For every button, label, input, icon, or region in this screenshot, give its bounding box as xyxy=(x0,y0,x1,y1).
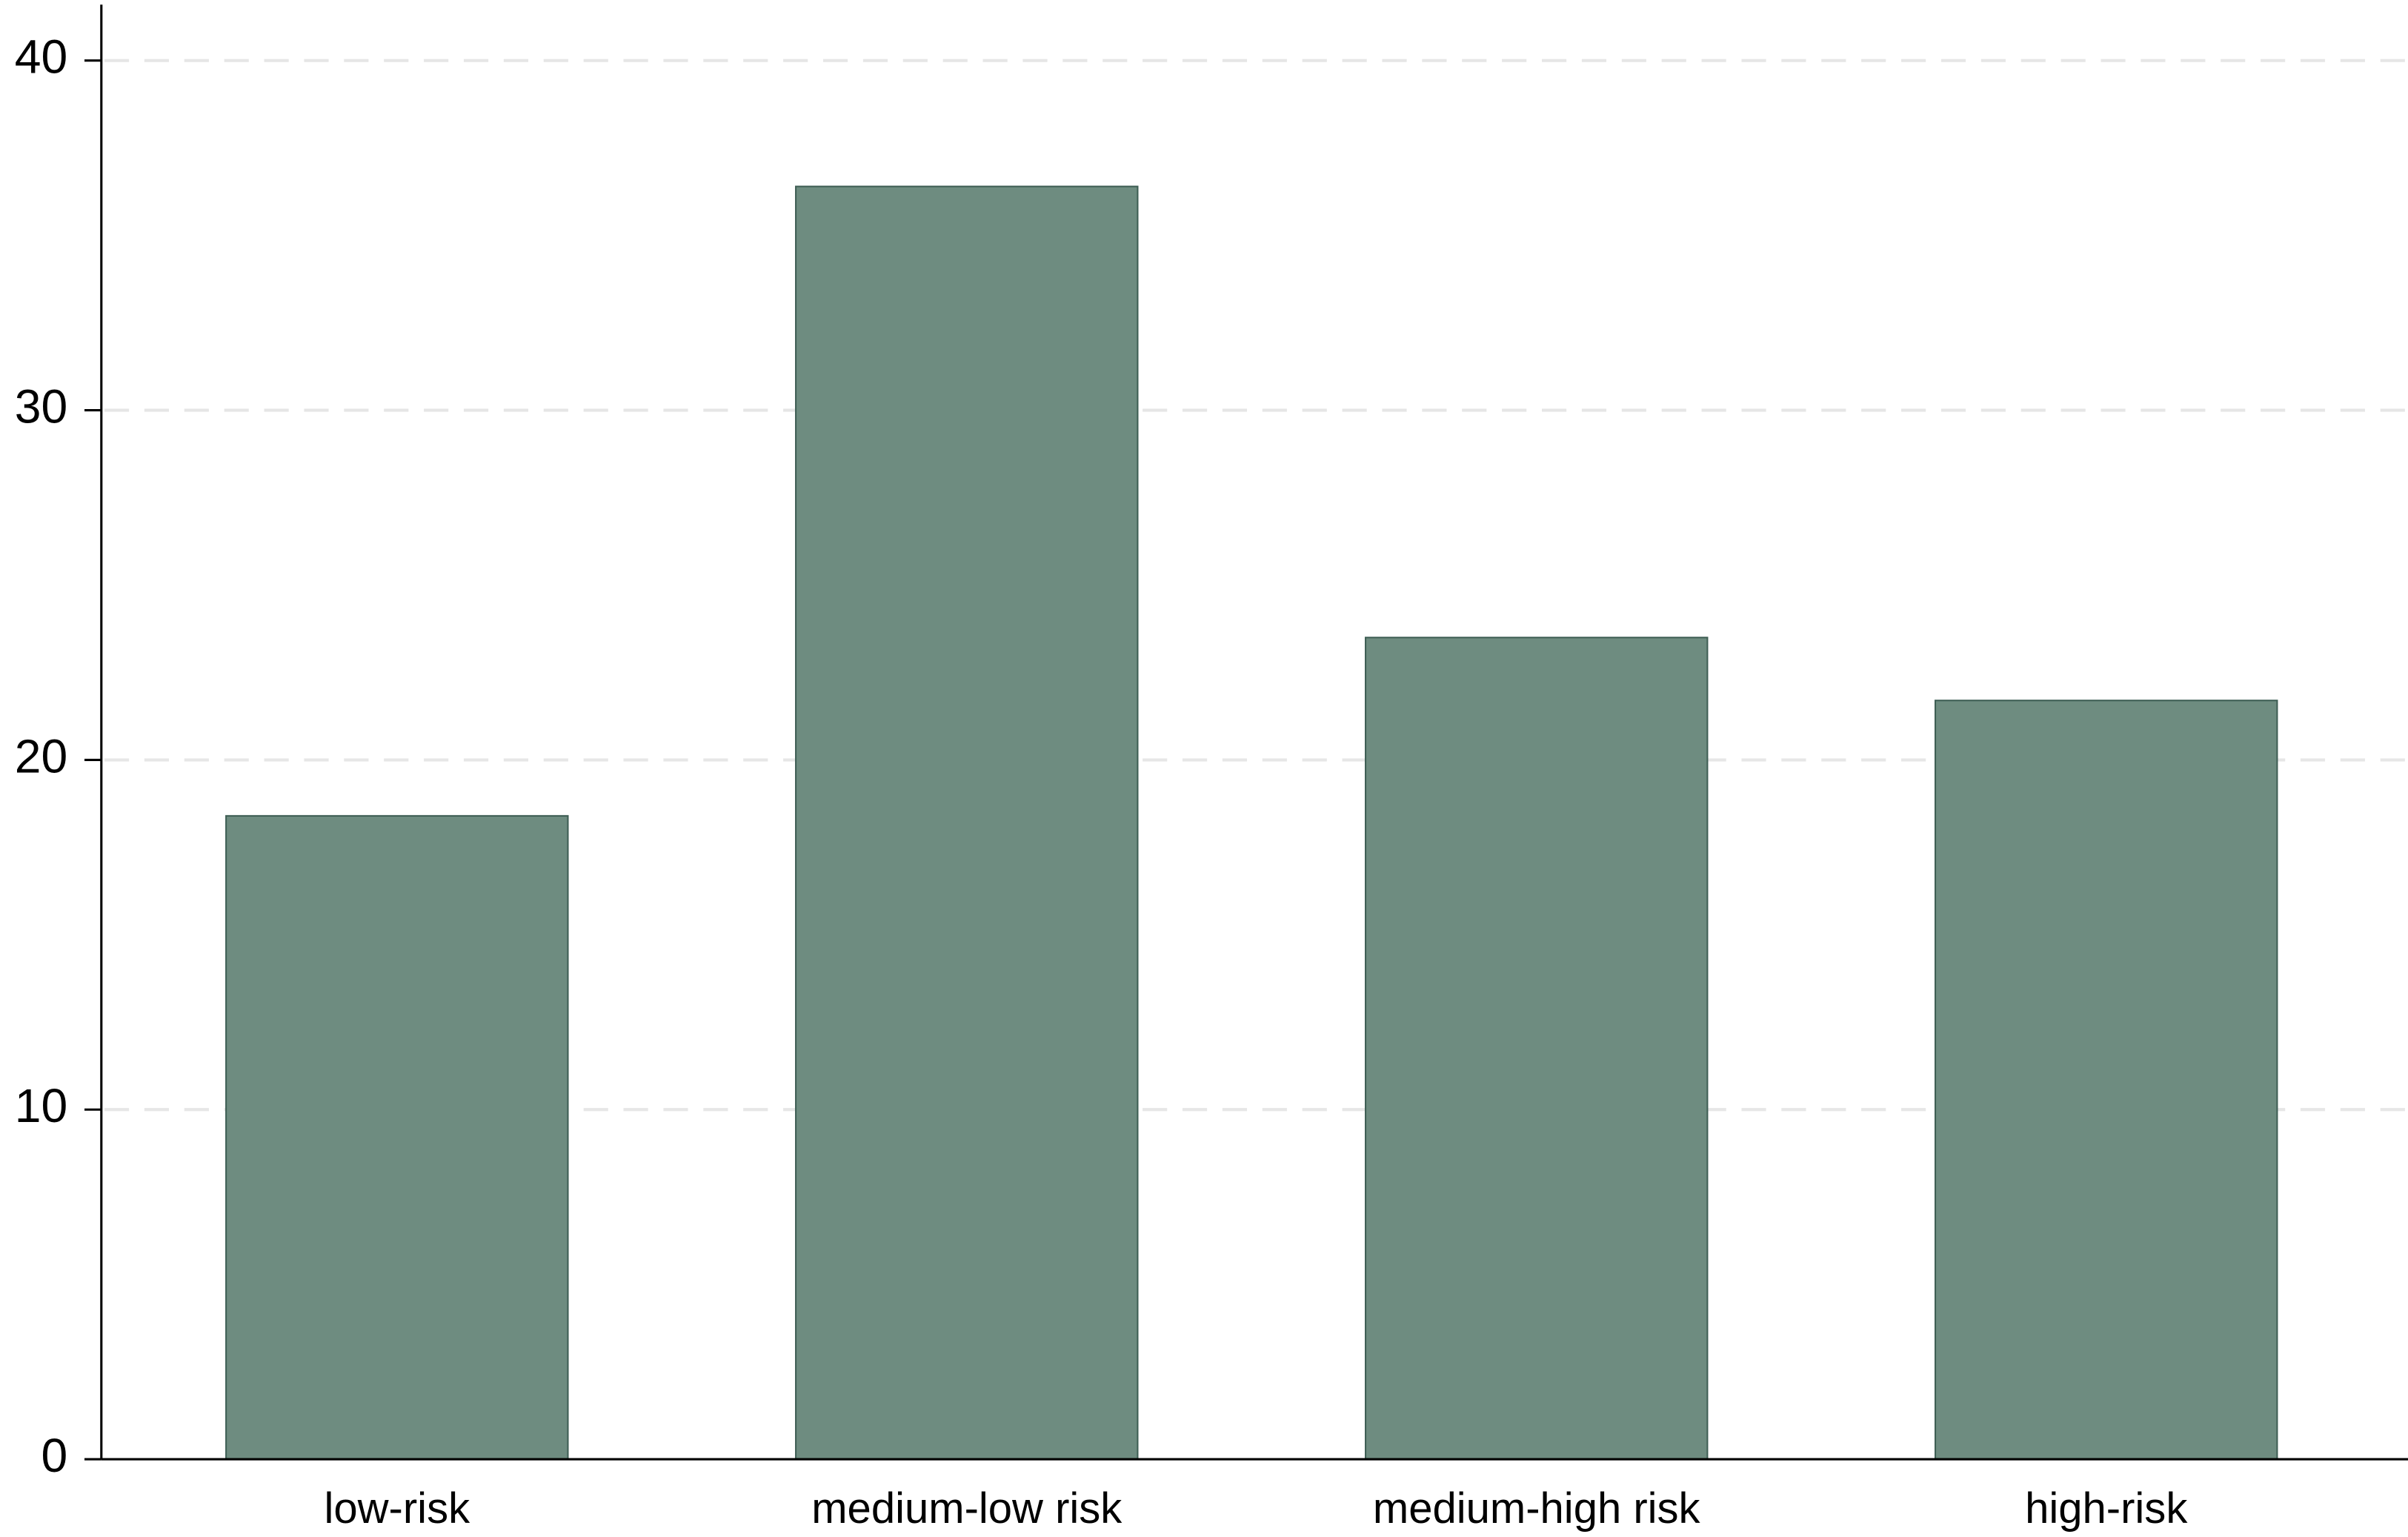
y-tick-label: 30 xyxy=(15,380,67,434)
bar xyxy=(225,814,569,1461)
bars xyxy=(225,185,2278,1461)
x-tick-label: high-risk xyxy=(2025,1484,2188,1533)
bar xyxy=(795,185,1139,1461)
x-tick-label: medium-high risk xyxy=(1373,1484,1701,1533)
y-tick-label: 10 xyxy=(15,1079,67,1132)
bar xyxy=(1365,637,1709,1461)
y-tick-label: 0 xyxy=(41,1429,67,1482)
x-tick-label: medium-low risk xyxy=(811,1484,1122,1533)
y-tick-label: 40 xyxy=(15,30,67,84)
x-tick-label: low-risk xyxy=(324,1484,470,1533)
y-tick-label: 20 xyxy=(15,729,67,783)
bar xyxy=(1934,700,2278,1461)
